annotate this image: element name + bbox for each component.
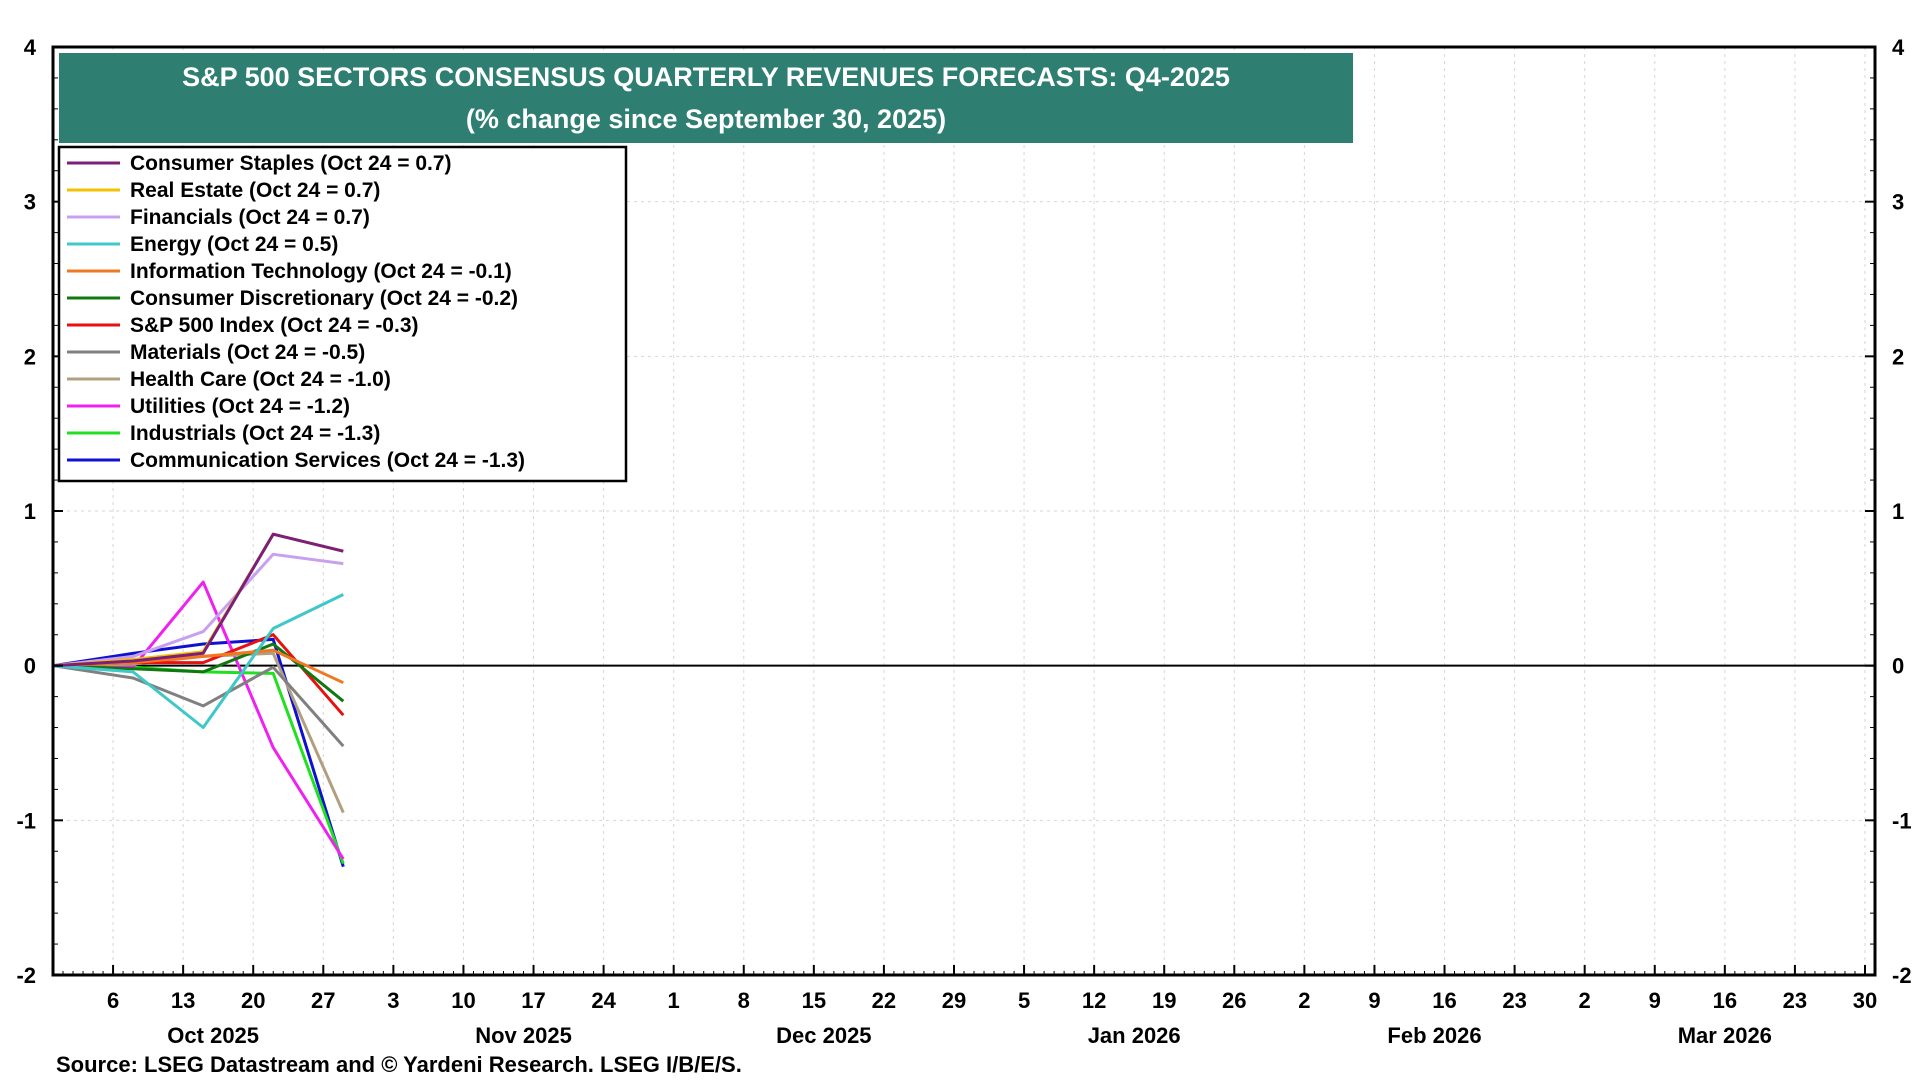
y-tick-label-left: 2 — [24, 344, 36, 369]
x-tick-label: 26 — [1222, 988, 1246, 1013]
x-tick-label: 23 — [1783, 988, 1807, 1013]
x-tick-label: 8 — [738, 988, 750, 1013]
legend-entry: Industrials (Oct 24 = -1.3) — [130, 422, 380, 445]
series-lines — [52, 532, 345, 868]
y-tick-label-right: -2 — [1892, 963, 1912, 988]
y-tick-label-right: 4 — [1892, 35, 1905, 60]
y-tick-label-right: 3 — [1892, 190, 1904, 215]
x-tick-label: 6 — [107, 988, 119, 1013]
x-month-label: Oct 2025 — [167, 1023, 259, 1048]
x-tick-label: 29 — [942, 988, 966, 1013]
series-line — [52, 664, 345, 748]
x-month-label: Feb 2026 — [1387, 1023, 1481, 1048]
legend-entry: Communication Services (Oct 24 = -1.3) — [130, 449, 525, 472]
x-month-label: Jan 2026 — [1088, 1023, 1181, 1048]
x-tick-label: 9 — [1649, 988, 1661, 1013]
x-month-label: Mar 2026 — [1678, 1023, 1772, 1048]
x-month-label: Nov 2025 — [475, 1023, 572, 1048]
title-banner — [59, 53, 1353, 143]
y-tick-label-left: 0 — [24, 654, 36, 679]
legend-entry: Utilities (Oct 24 = -1.2) — [130, 395, 350, 418]
x-tick-label: 12 — [1082, 988, 1106, 1013]
x-tick-label: 19 — [1152, 988, 1176, 1013]
x-tick-label: 23 — [1502, 988, 1526, 1013]
legend-entry: Energy (Oct 24 = 0.5) — [130, 233, 338, 256]
x-tick-label: 17 — [521, 988, 545, 1013]
legend-entry: Materials (Oct 24 = -0.5) — [130, 341, 365, 364]
x-tick-label: 10 — [451, 988, 475, 1013]
legend-entry: Information Technology (Oct 24 = -0.1) — [130, 260, 512, 283]
y-tick-label-right: 2 — [1892, 344, 1904, 369]
y-tick-label-left: -2 — [16, 963, 36, 988]
series-line — [52, 532, 344, 668]
legend-box — [57, 145, 628, 483]
series-line — [52, 642, 345, 703]
legend-entry: Health Care (Oct 24 = -1.0) — [130, 368, 391, 391]
y-tick-label-left: -1 — [16, 808, 36, 833]
legend-entry: Consumer Discretionary (Oct 24 = -0.2) — [130, 287, 518, 310]
x-tick-label: 2 — [1298, 988, 1310, 1013]
y-tick-label-left: 4 — [24, 35, 37, 60]
chart-title: S&P 500 SECTORS CONSENSUS QUARTERLY REVE… — [182, 62, 1230, 92]
x-tick-label: 15 — [802, 988, 826, 1013]
x-tick-label: 24 — [591, 988, 616, 1013]
legend-entry: S&P 500 Index (Oct 24 = -0.3) — [130, 314, 419, 337]
x-tick-label: 20 — [241, 988, 265, 1013]
x-tick-label: 27 — [311, 988, 335, 1013]
x-month-label: Dec 2025 — [776, 1023, 871, 1048]
axes: -2 -2-1 -10 01 12 23 34 46 13 20 27 3 10 17 24 1 8 15 22 29… — [16, 35, 1911, 1048]
y-tick-label-right: 0 — [1892, 654, 1904, 679]
x-tick-label: 16 — [1713, 988, 1737, 1013]
x-tick-label: 22 — [872, 988, 896, 1013]
x-tick-label: 30 — [1853, 988, 1877, 1013]
x-tick-label: 16 — [1432, 988, 1456, 1013]
x-tick-label: 13 — [171, 988, 195, 1013]
legend-entry: Financials (Oct 24 = 0.7) — [130, 206, 370, 229]
series-line — [52, 552, 344, 668]
y-tick-label-left: 1 — [24, 499, 36, 524]
series-line — [52, 637, 345, 868]
x-tick-label: 9 — [1368, 988, 1380, 1013]
legend: Consumer Staples (Oct 24 = 0.7) Real Esta… — [57, 145, 628, 483]
x-tick-label: 5 — [1018, 988, 1030, 1013]
x-tick-label: 3 — [387, 988, 399, 1013]
x-tick-label: 1 — [668, 988, 680, 1013]
y-tick-label-left: 3 — [24, 190, 36, 215]
legend-entry: Real Estate (Oct 24 = 0.7) — [130, 179, 380, 202]
series-line — [52, 593, 344, 729]
chart-subtitle: (% change since September 30, 2025) — [466, 104, 946, 134]
source-note: Source: LSEG Datastream and © Yardeni Re… — [56, 1052, 742, 1077]
x-tick-label: 2 — [1579, 988, 1591, 1013]
legend-entry: Consumer Staples (Oct 24 = 0.7) — [130, 152, 452, 175]
y-tick-label-right: -1 — [1892, 808, 1912, 833]
y-tick-label-right: 1 — [1892, 499, 1904, 524]
